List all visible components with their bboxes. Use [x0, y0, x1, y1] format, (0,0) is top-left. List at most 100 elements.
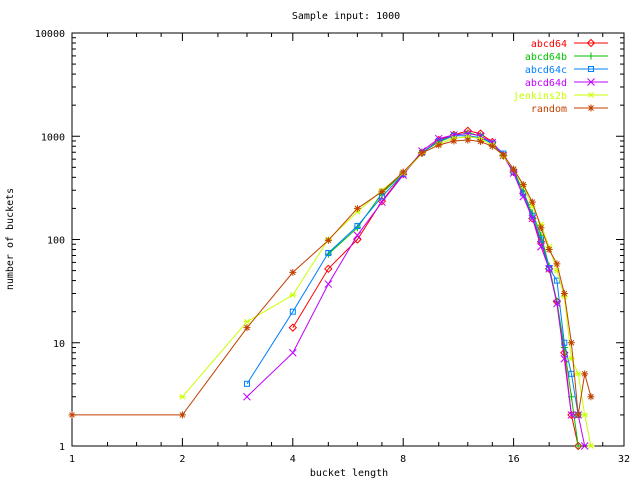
data-point — [178, 411, 186, 419]
data-point — [560, 289, 568, 297]
y-tick-label: 1000 — [41, 132, 65, 143]
data-point — [435, 141, 443, 149]
series-abcd64 — [288, 126, 583, 451]
data-point — [587, 393, 595, 401]
data-point — [488, 142, 496, 150]
legend-label: abcd64 — [531, 39, 567, 50]
series-line — [246, 133, 586, 447]
x-tick-label: 32 — [618, 454, 630, 465]
y-tick-label: 1 — [59, 442, 65, 453]
data-point — [325, 250, 332, 257]
legend-label: abcd64c — [525, 65, 567, 76]
x-tick-label: 2 — [179, 454, 185, 465]
data-point — [243, 392, 251, 401]
series-abcd64c — [243, 132, 582, 418]
data-point — [499, 151, 507, 159]
data-point — [509, 169, 518, 177]
data-point — [537, 242, 545, 251]
series-line — [246, 135, 579, 415]
series-layer — [68, 126, 595, 451]
data-point — [587, 52, 595, 60]
data-point — [324, 264, 333, 274]
data-point — [288, 323, 298, 332]
data-point — [574, 411, 582, 419]
data-point — [588, 66, 594, 72]
data-point — [586, 38, 596, 48]
data-point — [581, 370, 589, 378]
legend-marker — [587, 104, 595, 112]
data-point — [288, 348, 297, 357]
legend-label: random — [531, 104, 567, 115]
data-point — [545, 264, 553, 273]
x-tick-label: 4 — [290, 454, 296, 465]
data-point — [587, 78, 595, 86]
series-abcd64d — [243, 129, 589, 450]
data-point — [537, 224, 545, 232]
data-point — [567, 411, 576, 419]
data-point — [560, 354, 569, 363]
data-point — [450, 137, 458, 145]
data-point — [399, 168, 407, 176]
x-tick-label: 16 — [508, 454, 520, 465]
data-point — [353, 204, 361, 212]
legend: abcd64 abcd64b abcd64c abcd64d jenkins2b rand… — [513, 38, 608, 115]
data-point — [477, 137, 485, 145]
data-point — [324, 280, 333, 288]
data-point — [528, 198, 536, 206]
legend-marker — [587, 78, 595, 86]
y-axis-label: number of buckets — [5, 188, 16, 290]
data-point — [528, 214, 537, 223]
x-axis-label: bucket length — [310, 468, 388, 479]
data-point — [354, 223, 361, 230]
legend-label: jenkins2b — [513, 91, 567, 102]
data-point — [574, 370, 582, 377]
legend-marker — [588, 66, 594, 72]
data-point — [464, 129, 472, 137]
y-tick-label: 10000 — [35, 29, 65, 40]
series-random — [68, 136, 595, 419]
data-point — [581, 412, 589, 418]
data-point — [243, 318, 251, 325]
series-line — [72, 139, 592, 416]
legend-marker — [587, 52, 595, 60]
x-tick-label: 1 — [69, 454, 75, 465]
data-point — [587, 443, 595, 449]
data-point — [450, 131, 458, 139]
data-point — [587, 92, 595, 98]
data-point — [289, 292, 297, 298]
y-tick-label: 10 — [53, 339, 65, 350]
legend-marker — [587, 92, 595, 98]
series-line — [327, 132, 579, 447]
data-point — [519, 192, 528, 201]
data-point — [243, 380, 250, 387]
y-tick-label: 100 — [47, 236, 65, 247]
x-tick-label: 8 — [400, 454, 406, 465]
legend-label: abcd64b — [525, 52, 567, 63]
data-point — [519, 181, 527, 189]
data-point — [353, 231, 362, 240]
data-point — [289, 308, 296, 315]
chart-title: Sample input: 1000 — [292, 11, 400, 22]
data-point — [545, 246, 553, 254]
data-point — [434, 134, 443, 143]
data-point — [463, 129, 472, 138]
data-point — [418, 149, 426, 157]
series-jenkins2b — [178, 133, 595, 449]
data-point — [243, 324, 251, 332]
data-point — [324, 236, 332, 244]
data-point — [68, 411, 76, 419]
y-axis: 1 10 100 1000 10000 — [35, 29, 624, 453]
data-point — [553, 260, 561, 268]
data-point — [574, 442, 582, 450]
series-abcd64b — [324, 129, 582, 450]
data-point — [580, 442, 589, 450]
x-axis: 1 2 4 8 16 32 — [69, 33, 630, 465]
data-point — [378, 198, 386, 207]
data-point — [553, 299, 561, 308]
data-point — [289, 268, 297, 276]
data-point — [587, 104, 595, 112]
data-point — [567, 339, 575, 347]
series-line — [292, 130, 579, 447]
data-point — [464, 136, 472, 144]
